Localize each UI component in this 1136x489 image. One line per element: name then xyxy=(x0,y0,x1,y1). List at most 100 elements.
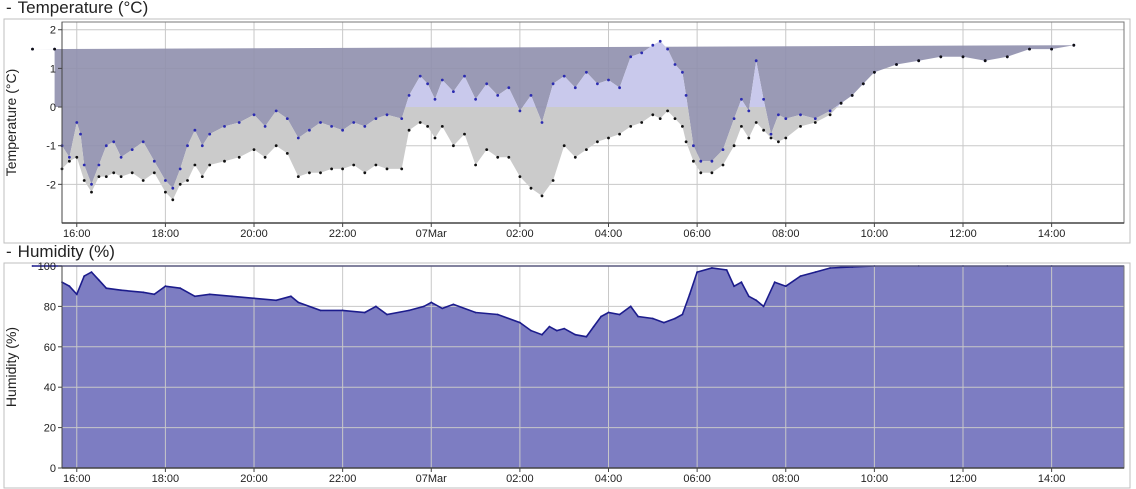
temp-series-1-point xyxy=(640,121,644,124)
temp-series-1-point xyxy=(839,101,843,105)
hum-series-point xyxy=(68,285,71,288)
humidity-chart[interactable]: 100 80 60 40 20 0 16:00 18:00 20:00 22:00 07Mar 02:… xyxy=(0,245,1136,489)
temp-series-1-point xyxy=(754,121,758,124)
temp-series-1-point xyxy=(178,182,182,186)
temp-series-1-point xyxy=(784,136,788,140)
temp-series-0-point xyxy=(692,144,695,148)
temp-series-1-point xyxy=(463,132,466,136)
temp-series-0-point xyxy=(193,128,197,132)
temp-series-1-point xyxy=(440,125,444,128)
hum-series-point xyxy=(674,317,676,320)
temp-series-1-point xyxy=(352,163,356,167)
hum-series-point xyxy=(585,335,588,338)
temp-series-1-point xyxy=(223,159,226,163)
hum-series-point xyxy=(120,289,122,292)
hum-x-tick-label: 07Mar xyxy=(416,473,448,485)
temp-series-0-point xyxy=(285,117,289,120)
temp-series-1-point xyxy=(119,175,123,179)
temp-x-tick-label: 07Mar xyxy=(416,228,448,240)
temp-panel-border xyxy=(3,18,1131,244)
temp-series-0-point xyxy=(699,159,703,163)
temp-series-1-point xyxy=(31,47,34,51)
temp-series-1-point xyxy=(82,179,86,182)
temp-series-0-point xyxy=(164,179,167,182)
temp-series-1-point xyxy=(850,94,854,97)
temp-series-1-point xyxy=(193,163,197,167)
collapse-toggle-icon[interactable]: - xyxy=(6,242,12,261)
hum-series-point xyxy=(607,311,610,314)
temp-series-1-point xyxy=(186,179,189,182)
hum-series-point xyxy=(441,307,444,310)
temp-series-0-point xyxy=(330,125,333,128)
temp-series-1-point xyxy=(673,117,677,120)
temp-y-tick-label: 1 xyxy=(50,63,56,75)
temp-series-0-point xyxy=(681,70,684,74)
temp-series-0-point xyxy=(385,113,389,117)
temp-series-0-point xyxy=(68,155,71,159)
temp-series-1-point xyxy=(90,190,93,194)
hum-series-point xyxy=(618,313,621,316)
temp-series-1-point xyxy=(873,70,876,74)
temp-series-0-point xyxy=(562,74,566,78)
temp-series-0-point xyxy=(618,86,621,90)
hum-series-point xyxy=(474,311,477,314)
temp-series-0-point xyxy=(463,74,466,78)
hum-x-tick-label: 16:00 xyxy=(63,473,91,485)
temp-band-below-zero xyxy=(62,107,838,200)
hum-series-point xyxy=(430,301,433,304)
temp-series-0-point xyxy=(274,109,278,113)
temp-series-0-point xyxy=(452,90,455,93)
temp-series-1-point xyxy=(285,152,289,155)
temp-series-1-point xyxy=(799,125,802,128)
hum-series-point xyxy=(194,295,196,298)
temp-series-0-point xyxy=(104,144,108,148)
temp-series-0-point xyxy=(319,121,322,124)
temp-series-1-point xyxy=(917,59,921,63)
temp-series-0-point xyxy=(407,94,411,97)
hum-series-point xyxy=(208,293,211,296)
temp-series-1-point xyxy=(171,198,175,202)
hum-x-tick-label: 14:00 xyxy=(1038,473,1066,485)
temp-series-0-point xyxy=(540,121,544,124)
temp-series-0-point xyxy=(208,132,212,136)
temp-series-0-point xyxy=(784,117,788,120)
hum-series-point xyxy=(651,317,654,320)
temp-series-1-point xyxy=(104,175,108,179)
temp-series-1-point xyxy=(330,167,333,171)
temp-series-0-point xyxy=(496,94,500,97)
temp-series-0-point xyxy=(186,144,189,148)
temperature-chart[interactable]: 2 1 0 -1 -2 16:00 18:00 20:00 22:00 07Mar 02:00 04:… xyxy=(0,0,1136,245)
temp-series-1-point xyxy=(747,136,751,140)
temp-series-1-point xyxy=(1050,47,1053,51)
temp-series-0-point xyxy=(762,97,765,101)
hum-y-tick-label: 20 xyxy=(44,423,56,435)
temp-series-1-point xyxy=(699,171,703,175)
humidity-chart-title: - Humidity (%) xyxy=(6,242,115,262)
temp-series-1-point xyxy=(97,175,101,179)
hum-series-point xyxy=(755,299,758,302)
temp-series-1-point xyxy=(426,125,429,128)
temp-series-0-point xyxy=(585,70,588,74)
temp-series-0-point xyxy=(426,82,429,86)
hum-panel-border xyxy=(3,262,1131,489)
hum-series-point xyxy=(253,297,255,300)
hum-series-point xyxy=(386,313,388,316)
hum-x-tick-label: 02:00 xyxy=(506,473,534,485)
temp-series-0-point xyxy=(828,109,832,113)
temp-series-0-point xyxy=(440,78,444,82)
hum-series-point xyxy=(740,281,743,284)
temp-series-1-point xyxy=(651,113,655,117)
hum-series-point xyxy=(747,295,750,298)
temp-series-1-point xyxy=(263,155,267,159)
temp-series-1-point xyxy=(407,128,411,132)
hum-series-point xyxy=(629,305,632,308)
collapse-toggle-icon[interactable]: - xyxy=(6,0,12,17)
hum-y-tick-label: 60 xyxy=(44,342,56,354)
hum-series-point xyxy=(75,293,78,296)
temp-series-0-point xyxy=(237,121,241,124)
hum-series-point xyxy=(696,271,698,273)
temp-series-1-point xyxy=(385,167,389,171)
hum-series-point xyxy=(105,287,108,290)
hum-y-tick-label: 100 xyxy=(38,261,56,273)
hum-series-point xyxy=(375,305,377,308)
